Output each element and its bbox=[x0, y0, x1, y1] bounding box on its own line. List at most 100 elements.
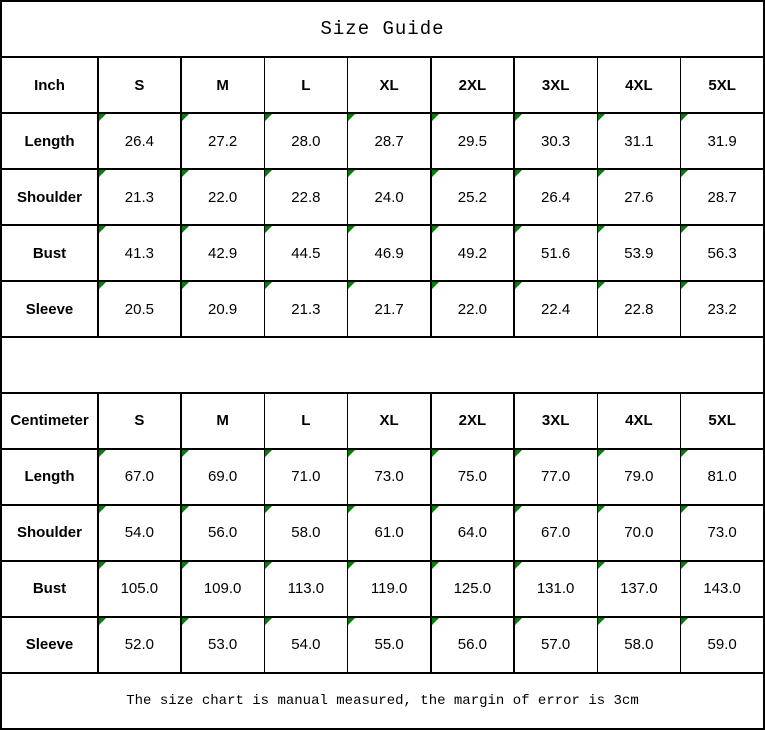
size-value-cell-text: 26.4 bbox=[541, 188, 571, 206]
size-value-cell-text: 59.0 bbox=[707, 636, 737, 654]
row-label-centimeter-length-text: Length bbox=[24, 468, 75, 486]
number-as-text-flag-icon bbox=[98, 169, 106, 177]
size-value-cell: 53.9 bbox=[598, 225, 680, 281]
number-as-text-flag-icon bbox=[181, 617, 189, 625]
size-value-cell-text: 109.0 bbox=[203, 580, 242, 598]
size-value-cell: 59.0 bbox=[681, 617, 763, 673]
footer-note: The size chart is manual measured, the m… bbox=[2, 673, 763, 728]
size-value-cell: 31.9 bbox=[681, 113, 763, 169]
size-value-cell-text: 28.0 bbox=[291, 132, 321, 150]
size-value-cell: 42.9 bbox=[181, 225, 264, 281]
column-header-5xl: 5XL bbox=[681, 393, 763, 449]
size-value-cell: 30.3 bbox=[514, 113, 597, 169]
number-as-text-flag-icon bbox=[681, 449, 689, 457]
size-value-cell: 22.4 bbox=[514, 281, 597, 337]
size-value-cell: 79.0 bbox=[598, 449, 680, 505]
column-header-4xl: 4XL bbox=[598, 393, 680, 449]
size-value-cell-text: 53.0 bbox=[208, 636, 238, 654]
size-value-cell-text: 20.9 bbox=[208, 300, 238, 318]
size-value-cell: 137.0 bbox=[598, 561, 680, 617]
number-as-text-flag-icon bbox=[98, 617, 106, 625]
size-value-cell-text: 131.0 bbox=[536, 580, 575, 598]
size-value-cell-text: 77.0 bbox=[541, 468, 571, 486]
size-value-cell: 113.0 bbox=[265, 561, 347, 617]
number-as-text-flag-icon bbox=[98, 113, 106, 121]
size-value-cell: 56.0 bbox=[431, 617, 514, 673]
size-value-cell: 51.6 bbox=[514, 225, 597, 281]
unit-header-inch-text: Inch bbox=[34, 76, 65, 94]
size-value-cell: 20.5 bbox=[98, 281, 181, 337]
size-value-cell-text: 21.7 bbox=[374, 300, 404, 318]
row-label-inch-length-text: Length bbox=[24, 132, 75, 150]
row-label-inch-bust-text: Bust bbox=[32, 244, 67, 262]
size-value-cell-text: 49.2 bbox=[457, 244, 487, 262]
number-as-text-flag-icon bbox=[265, 225, 272, 233]
size-value-cell-text: 51.6 bbox=[541, 244, 571, 262]
size-value-cell-text: 30.3 bbox=[541, 132, 571, 150]
size-value-cell: 22.0 bbox=[431, 281, 514, 337]
size-value-cell-text: 113.0 bbox=[287, 580, 325, 598]
number-as-text-flag-icon bbox=[348, 617, 356, 625]
number-as-text-flag-icon bbox=[265, 113, 272, 121]
size-value-cell-text: 67.0 bbox=[541, 524, 571, 542]
number-as-text-flag-icon bbox=[265, 281, 272, 289]
size-value-cell: 31.1 bbox=[598, 113, 680, 169]
size-value-cell-text: 22.8 bbox=[291, 188, 321, 206]
size-value-cell: 28.7 bbox=[681, 169, 763, 225]
size-value-cell: 64.0 bbox=[431, 505, 514, 561]
size-value-cell: 67.0 bbox=[514, 505, 597, 561]
size-value-cell: 20.9 bbox=[181, 281, 264, 337]
size-value-cell: 23.2 bbox=[681, 281, 763, 337]
number-as-text-flag-icon bbox=[681, 505, 689, 513]
number-as-text-flag-icon bbox=[514, 225, 522, 233]
size-value-cell: 21.3 bbox=[98, 169, 181, 225]
size-value-cell-text: 70.0 bbox=[624, 524, 654, 542]
size-value-cell: 44.5 bbox=[265, 225, 347, 281]
size-value-cell: 69.0 bbox=[181, 449, 264, 505]
size-value-cell-text: 29.5 bbox=[457, 132, 487, 150]
column-header-m: M bbox=[181, 393, 264, 449]
size-value-cell-text: 31.9 bbox=[707, 132, 737, 150]
spacer-row bbox=[2, 337, 763, 393]
size-value-cell-text: 61.0 bbox=[374, 524, 404, 542]
number-as-text-flag-icon bbox=[98, 505, 106, 513]
size-value-cell: 56.0 bbox=[181, 505, 264, 561]
number-as-text-flag-icon bbox=[431, 617, 439, 625]
size-value-cell-text: 56.3 bbox=[707, 244, 737, 262]
number-as-text-flag-icon bbox=[348, 505, 356, 513]
size-value-cell-text: 27.2 bbox=[208, 132, 238, 150]
number-as-text-flag-icon bbox=[681, 225, 689, 233]
size-value-cell: 29.5 bbox=[431, 113, 514, 169]
number-as-text-flag-icon bbox=[98, 225, 106, 233]
number-as-text-flag-icon bbox=[98, 281, 106, 289]
size-value-cell-text: 54.0 bbox=[124, 524, 154, 542]
number-as-text-flag-icon bbox=[98, 561, 106, 569]
column-header-5xl: 5XL bbox=[681, 57, 763, 113]
column-header-s: S bbox=[98, 393, 181, 449]
size-value-cell: 73.0 bbox=[348, 449, 430, 505]
size-value-cell: 46.9 bbox=[348, 225, 430, 281]
row-label-inch-sleeve: Sleeve bbox=[2, 281, 97, 337]
column-header-s-text: S bbox=[134, 76, 145, 94]
size-value-cell-text: 26.4 bbox=[124, 132, 154, 150]
column-header-s-text: S bbox=[134, 412, 145, 430]
size-value-cell: 54.0 bbox=[98, 505, 181, 561]
row-label-centimeter-length: Length bbox=[2, 449, 97, 505]
column-header-l: L bbox=[265, 393, 347, 449]
row-label-inch-shoulder-text: Shoulder bbox=[16, 188, 82, 206]
number-as-text-flag-icon bbox=[598, 113, 605, 121]
number-as-text-flag-icon bbox=[431, 281, 439, 289]
size-value-cell-text: 25.2 bbox=[457, 188, 487, 206]
row-label-inch-sleeve-text: Sleeve bbox=[25, 300, 74, 318]
number-as-text-flag-icon bbox=[598, 449, 605, 457]
size-value-cell-text: 58.0 bbox=[291, 524, 321, 542]
column-header-m-text: M bbox=[216, 412, 229, 430]
size-value-cell-text: 58.0 bbox=[624, 636, 654, 654]
column-header-xl-text: XL bbox=[379, 76, 399, 94]
number-as-text-flag-icon bbox=[348, 281, 356, 289]
size-value-cell-text: 125.0 bbox=[453, 580, 492, 598]
column-header-s: S bbox=[98, 57, 181, 113]
number-as-text-flag-icon bbox=[514, 617, 522, 625]
number-as-text-flag-icon bbox=[514, 113, 522, 121]
